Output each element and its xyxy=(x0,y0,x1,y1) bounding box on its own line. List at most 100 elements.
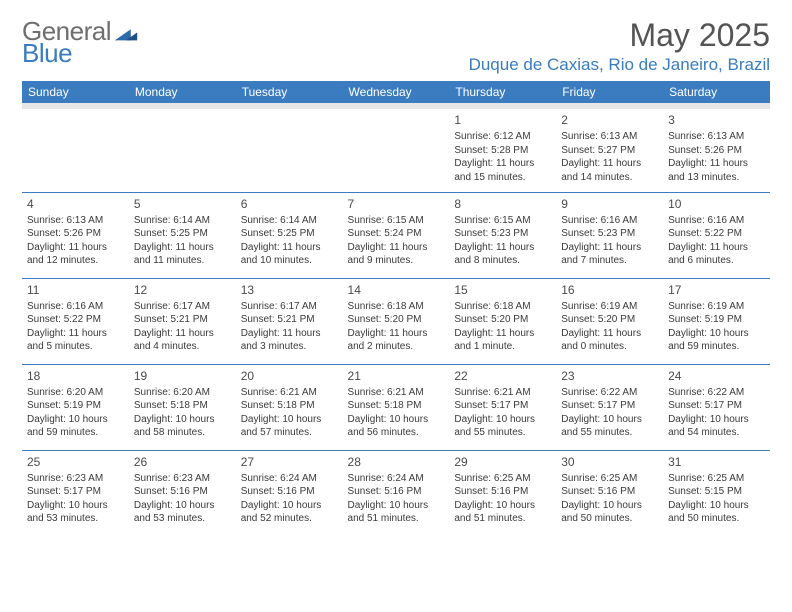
day-cell: 17Sunrise: 6:19 AMSunset: 5:19 PMDayligh… xyxy=(663,278,770,364)
weekday-wednesday: Wednesday xyxy=(343,81,450,106)
daylight-line1: Daylight: 11 hours xyxy=(348,327,445,341)
weekday-tuesday: Tuesday xyxy=(236,81,343,106)
weekday-friday: Friday xyxy=(556,81,663,106)
day-number: 14 xyxy=(348,282,445,298)
day-number: 30 xyxy=(561,454,658,470)
daylight-line2: and 15 minutes. xyxy=(454,171,551,185)
sunset: Sunset: 5:23 PM xyxy=(454,227,551,241)
daylight-line2: and 13 minutes. xyxy=(668,171,765,185)
day-number: 5 xyxy=(134,196,231,212)
sunset: Sunset: 5:21 PM xyxy=(134,313,231,327)
logo: GeneralBlue xyxy=(22,18,139,66)
sunset: Sunset: 5:17 PM xyxy=(561,399,658,413)
sunset: Sunset: 5:18 PM xyxy=(348,399,445,413)
sunset: Sunset: 5:18 PM xyxy=(241,399,338,413)
day-cell: 14 Sunrise: 6:18 AMSunset: 5:20 PMDayligh… xyxy=(343,278,450,364)
day-number: 20 xyxy=(241,368,338,384)
day-cell: 27Sunrise: 6:24 AMSunset: 5:16 PMDayligh… xyxy=(236,450,343,536)
sunset: Sunset: 5:21 PM xyxy=(241,313,338,327)
sunset: Sunset: 5:20 PM xyxy=(561,313,658,327)
daylight-line2: and 6 minutes. xyxy=(668,254,765,268)
day-cell: 22Sunrise: 6:21 AMSunset: 5:17 PMDayligh… xyxy=(449,364,556,450)
daylight-line2: and 52 minutes. xyxy=(241,512,338,526)
day-cell: 24Sunrise: 6:22 AMSunset: 5:17 PMDayligh… xyxy=(663,364,770,450)
day-number: 7 xyxy=(348,196,445,212)
daylight-line1: Daylight: 11 hours xyxy=(454,327,551,341)
daylight-line1: Daylight: 11 hours xyxy=(348,241,445,255)
calendar-head: SundayMondayTuesdayWednesdayThursdayFrid… xyxy=(22,81,770,106)
daylight-line1: Daylight: 10 hours xyxy=(454,413,551,427)
daylight-line1: Daylight: 10 hours xyxy=(668,413,765,427)
daylight-line1: Daylight: 10 hours xyxy=(668,499,765,513)
sunset: Sunset: 5:24 PM xyxy=(348,227,445,241)
daylight-line2: and 0 minutes. xyxy=(561,340,658,354)
day-cell: 8Sunrise: 6:15 AMSunset: 5:23 PMDaylight… xyxy=(449,192,556,278)
sunrise: Sunrise: 6:25 AM xyxy=(454,472,551,486)
day-cell: 12Sunrise: 6:17 AMSunset: 5:21 PMDayligh… xyxy=(129,278,236,364)
sunset: Sunset: 5:18 PM xyxy=(134,399,231,413)
sunset: Sunset: 5:22 PM xyxy=(668,227,765,241)
daylight-line2: and 59 minutes. xyxy=(27,426,124,440)
calendar-week: 4Sunrise: 6:13 AMSunset: 5:26 PMDaylight… xyxy=(22,192,770,278)
calendar-week: 18Sunrise: 6:20 AMSunset: 5:19 PMDayligh… xyxy=(22,364,770,450)
day-cell: 1Sunrise: 6:12 AMSunset: 5:28 PMDaylight… xyxy=(449,106,556,192)
sunrise: Sunrise: 6:16 AM xyxy=(561,214,658,228)
sunrise: Sunrise: 6:24 AM xyxy=(348,472,445,486)
day-cell: 13Sunrise: 6:17 AMSunset: 5:21 PMDayligh… xyxy=(236,278,343,364)
day-number: 26 xyxy=(134,454,231,470)
sunrise: Sunrise: 6:12 AM xyxy=(454,130,551,144)
day-cell: 25Sunrise: 6:23 AMSunset: 5:17 PMDayligh… xyxy=(22,450,129,536)
day-number: 27 xyxy=(241,454,338,470)
calendar-body: 1Sunrise: 6:12 AMSunset: 5:28 PMDaylight… xyxy=(22,106,770,536)
sunset: Sunset: 5:23 PM xyxy=(561,227,658,241)
daylight-line2: and 11 minutes. xyxy=(134,254,231,268)
day-number: 8 xyxy=(454,196,551,212)
daylight-line2: and 55 minutes. xyxy=(561,426,658,440)
sunrise: Sunrise: 6:15 AM xyxy=(348,214,445,228)
day-cell: 3Sunrise: 6:13 AMSunset: 5:26 PMDaylight… xyxy=(663,106,770,192)
day-cell: 2Sunrise: 6:13 AMSunset: 5:27 PMDaylight… xyxy=(556,106,663,192)
day-number: 10 xyxy=(668,196,765,212)
day-number: 11 xyxy=(27,282,124,298)
daylight-line1: Daylight: 10 hours xyxy=(241,499,338,513)
daylight-line1: Daylight: 11 hours xyxy=(134,327,231,341)
sunset: Sunset: 5:26 PM xyxy=(668,144,765,158)
day-number: 25 xyxy=(27,454,124,470)
day-number: 6 xyxy=(241,196,338,212)
day-number: 4 xyxy=(27,196,124,212)
day-cell: 18Sunrise: 6:20 AMSunset: 5:19 PMDayligh… xyxy=(22,364,129,450)
daylight-line2: and 10 minutes. xyxy=(241,254,338,268)
sunrise: Sunrise: 6:17 AM xyxy=(134,300,231,314)
daylight-line1: Daylight: 11 hours xyxy=(241,241,338,255)
sunrise: Sunrise: 6:22 AM xyxy=(561,386,658,400)
daylight-line1: Daylight: 11 hours xyxy=(561,327,658,341)
sunrise: Sunrise: 6:18 AM xyxy=(348,300,445,314)
daylight-line1: Daylight: 11 hours xyxy=(134,241,231,255)
daylight-line1: Daylight: 11 hours xyxy=(561,241,658,255)
daylight-line1: Daylight: 10 hours xyxy=(561,499,658,513)
daylight-line2: and 14 minutes. xyxy=(561,171,658,185)
sunset: Sunset: 5:20 PM xyxy=(348,313,445,327)
sunrise: Sunrise: 6:13 AM xyxy=(668,130,765,144)
daylight-line1: Daylight: 11 hours xyxy=(454,241,551,255)
daylight-line1: Daylight: 10 hours xyxy=(668,327,765,341)
day-number: 16 xyxy=(561,282,658,298)
day-cell: 20Sunrise: 6:21 AMSunset: 5:18 PMDayligh… xyxy=(236,364,343,450)
day-cell: 16 Sunrise: 6:19 AMSunset: 5:20 PMDayligh… xyxy=(556,278,663,364)
daylight-line2: and 50 minutes. xyxy=(561,512,658,526)
sunrise: Sunrise: 6:19 AM xyxy=(668,300,765,314)
day-number: 9 xyxy=(561,196,658,212)
day-number: 31 xyxy=(668,454,765,470)
daylight-line1: Daylight: 11 hours xyxy=(668,157,765,171)
sunrise: Sunrise: 6:19 AM xyxy=(561,300,658,314)
sunrise: Sunrise: 6:22 AM xyxy=(668,386,765,400)
calendar-week: 25Sunrise: 6:23 AMSunset: 5:17 PMDayligh… xyxy=(22,450,770,536)
title-block: May 2025 Duque de Caxias, Rio de Janeiro… xyxy=(469,18,770,75)
daylight-line2: and 51 minutes. xyxy=(348,512,445,526)
logo-icon xyxy=(113,20,139,46)
day-cell: 23Sunrise: 6:22 AMSunset: 5:17 PMDayligh… xyxy=(556,364,663,450)
empty-cell xyxy=(22,106,129,192)
sunrise: Sunrise: 6:21 AM xyxy=(241,386,338,400)
day-cell: 4Sunrise: 6:13 AMSunset: 5:26 PMDaylight… xyxy=(22,192,129,278)
day-number: 15 xyxy=(454,282,551,298)
